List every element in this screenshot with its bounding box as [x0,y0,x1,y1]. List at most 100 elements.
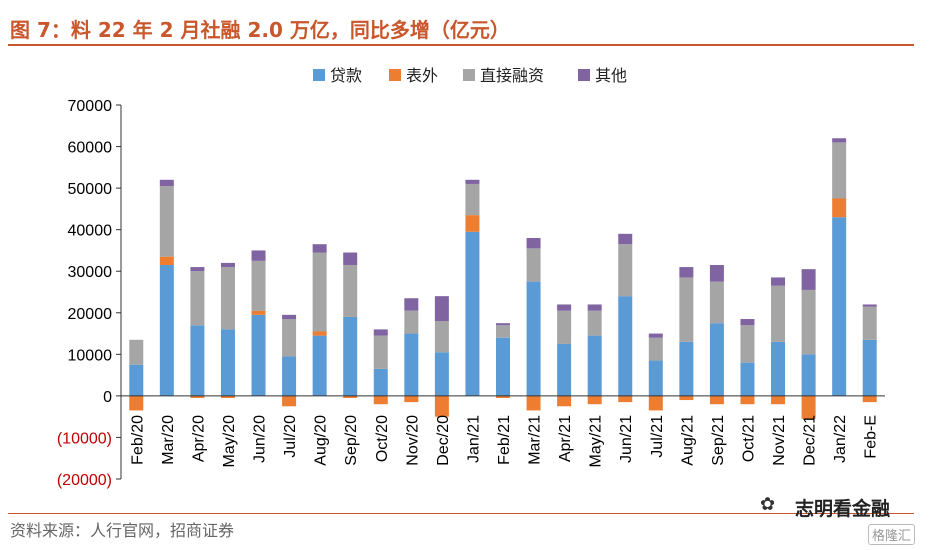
bar-segment [740,325,755,363]
bar-segment [343,252,358,265]
bar-segment [862,395,877,403]
legend-label: 直接融资 [480,66,544,85]
bar-segment [404,298,419,311]
bar-segment [618,296,633,396]
title-divider [8,44,914,46]
x-tick-label: Jul/21 [649,415,666,458]
bar-segment [526,281,541,396]
bar-segment [679,277,694,342]
x-tick-label: Sep/20 [343,415,360,466]
x-tick-label: Jun/21 [618,415,635,463]
y-tick-label: 50000 [68,181,113,198]
bar-segment [434,395,449,417]
source-note: 资料来源：人行官网，招商证券 [10,521,235,540]
bar-segment [832,198,847,218]
bar-segment [282,319,297,357]
watermark-text: 志明看金融 [795,498,891,520]
bar-segment [648,337,663,361]
bar-segment [496,325,510,338]
footer-divider [8,513,914,514]
bar-segment [557,310,572,344]
bar-segment [709,281,724,324]
bar-segment [282,314,297,320]
bar-segment [251,310,266,315]
stacked-bar-chart: 贷款 表外 直接融资 其他 (20000) (10000) 0 10000 20000 3000… [57,66,885,489]
bar-segment [434,296,449,322]
x-tick-label: Aug/21 [679,415,696,466]
bar-segment [159,179,174,187]
bar-segment [159,186,174,257]
bar-segment [251,314,266,396]
bar-segment [832,217,847,396]
wechat-icon: ✿ [760,494,776,515]
x-tick-label: May/21 [588,415,605,468]
bar-segment [709,395,724,405]
bar-segment [465,231,480,396]
bar-segment [496,337,510,396]
x-tick-label: Nov/20 [404,415,421,466]
bar-segment [771,395,786,405]
bar-segment [587,304,602,311]
bar-segment [312,244,327,253]
bar-segment [404,310,419,334]
y-tick-label: 0 [103,389,112,406]
bar-segment [220,329,235,396]
bar-segment [251,260,266,311]
y-tick-label: 60000 [68,140,113,157]
bar-segment [557,343,572,396]
bar-segment [587,335,602,396]
x-tick-label: Dec/20 [435,415,452,466]
bar-segment [618,395,633,403]
bar-segment [465,183,480,216]
bars [129,138,877,419]
bar-segment [679,341,694,396]
bar-segment [373,329,388,336]
bar-segment [740,362,755,396]
bar-segment [801,289,816,355]
y-tick-label: 20000 [68,306,113,323]
bar-segment [282,395,297,407]
bar-segment [679,267,694,278]
bar-segment [190,395,205,398]
legend-swatch [313,69,325,81]
bar-segment [312,331,327,336]
legend-item: 直接融资 [463,66,544,85]
bar-segment [648,395,663,411]
bar-segment [373,335,388,369]
bar-segment [220,262,235,268]
bar-segment [159,256,174,265]
x-tick-label: Sep/21 [710,415,727,466]
bar-segment [496,395,510,398]
bar-segment [832,142,847,199]
bar-segment [801,269,816,290]
bar-segment [373,368,388,396]
bar-segment [496,323,510,326]
bar-segment [220,395,235,398]
bar-segment [587,310,602,336]
legend-item: 其他 [578,66,627,85]
bar-segment [343,395,358,398]
bar-segment [129,395,144,411]
legend-item: 贷款 [313,66,362,85]
bar-segment [526,248,541,282]
x-tick-label: Apr/21 [557,415,574,462]
legend-label: 贷款 [330,66,362,85]
bar-segment [648,360,663,396]
x-tick-label: May/20 [221,415,238,468]
bar-segment [129,364,144,396]
bar-segment [771,285,786,342]
bar-segment [771,341,786,396]
x-tick-label: Oct/20 [374,415,391,462]
legend-item: 表外 [389,66,438,85]
bar-segment [862,339,877,396]
bar-segment [648,333,663,338]
watermark-badge: 格隆汇 [868,524,916,545]
bar-segment [220,267,235,330]
x-tick-label: Feb/21 [496,415,513,465]
bar-segment [557,304,572,311]
bar-segment [190,271,205,326]
y-tick-label: 10000 [68,347,113,364]
bar-segment [801,395,816,419]
bar-segment [709,323,724,396]
bar-segment [404,395,419,403]
